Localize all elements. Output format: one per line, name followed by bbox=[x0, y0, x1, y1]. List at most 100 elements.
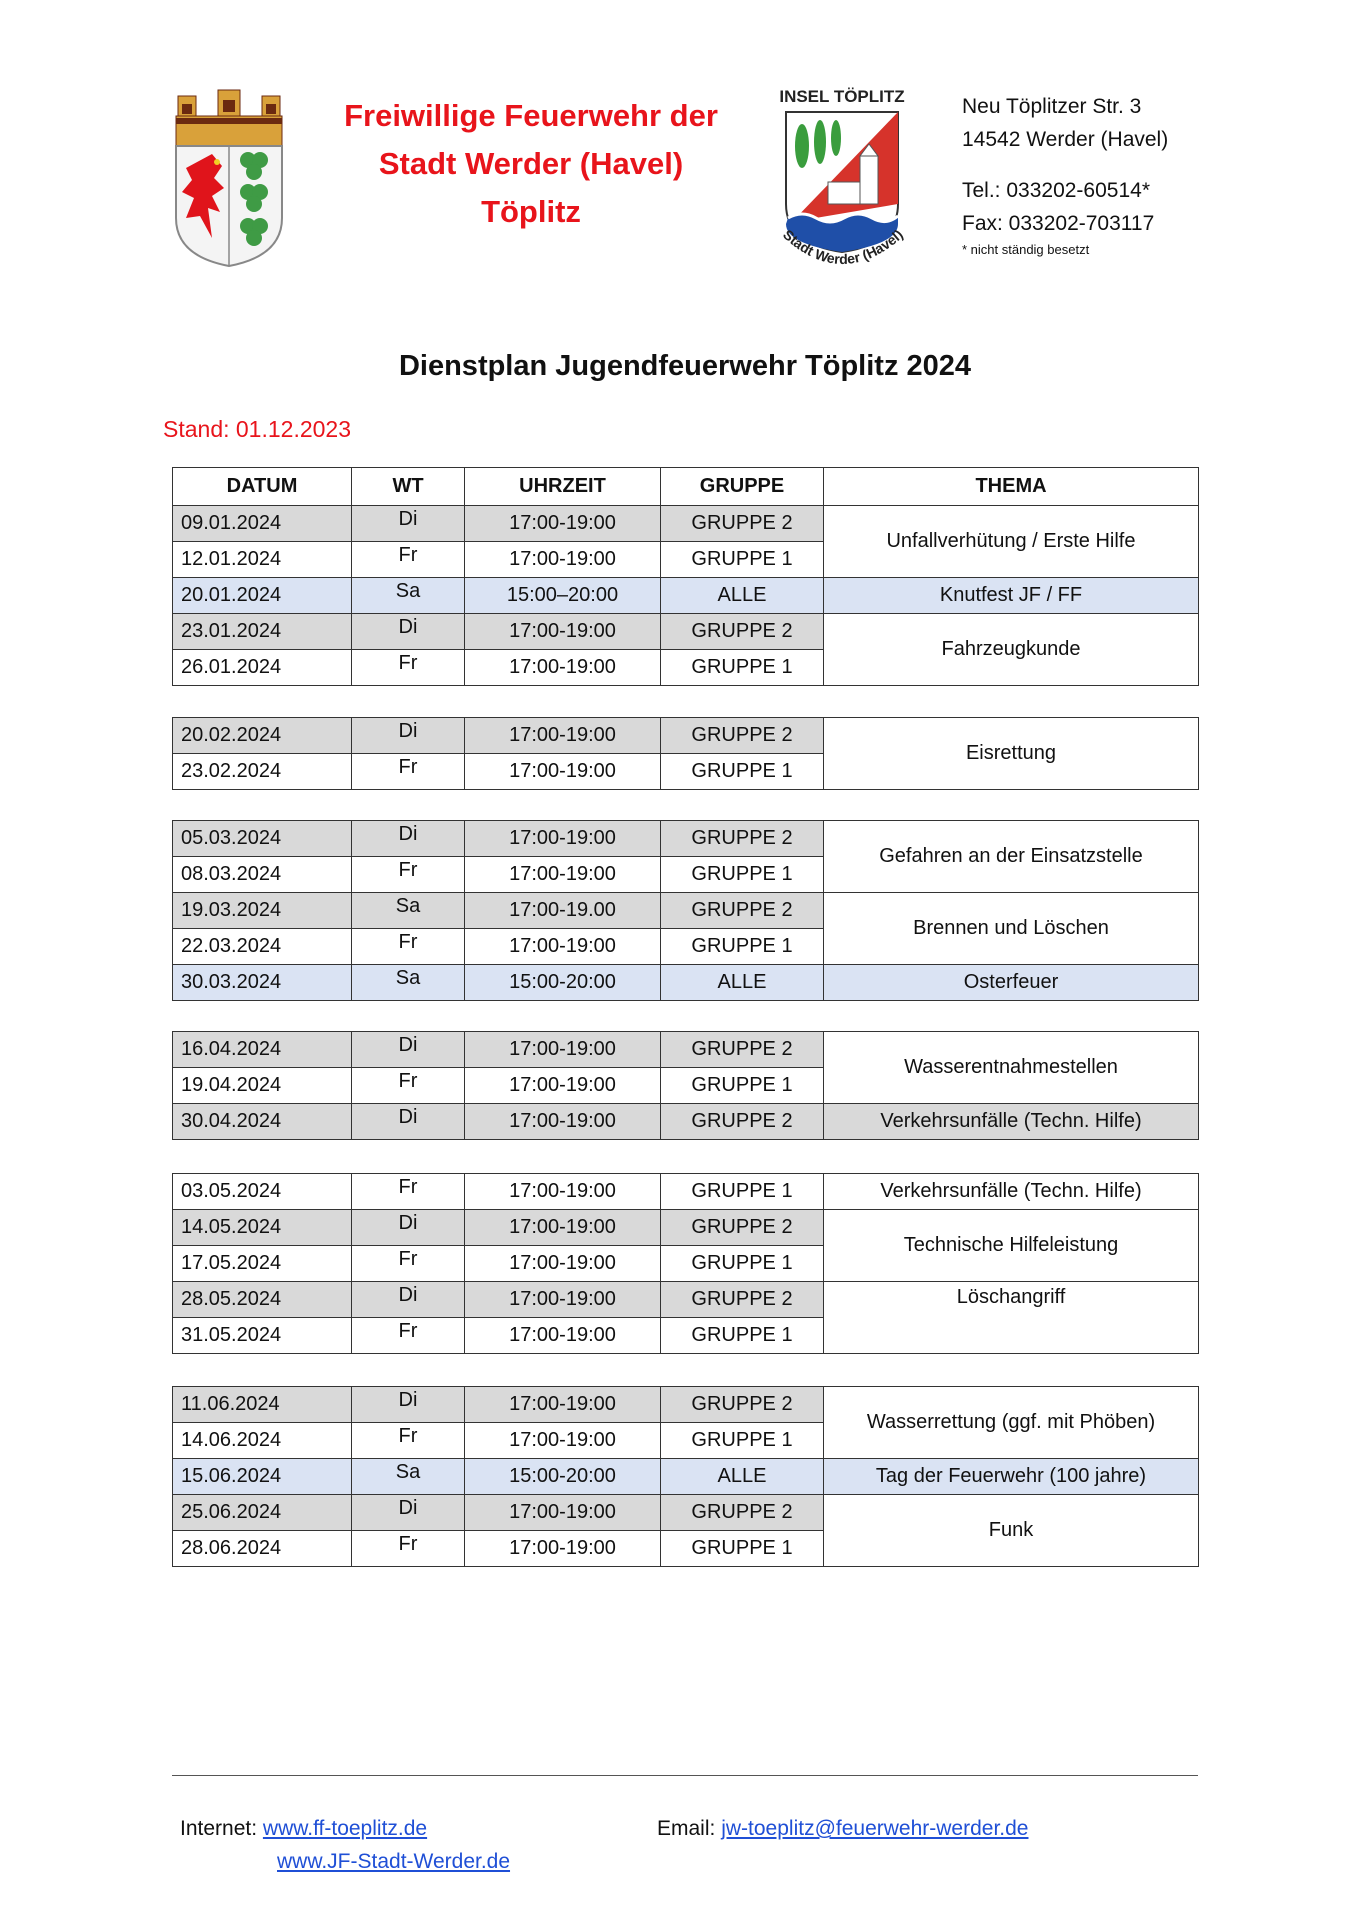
cell-topic: Funk bbox=[823, 1494, 1199, 1567]
cell-weekday: Sa bbox=[351, 1458, 465, 1495]
cell-topic: Knutfest JF / FF bbox=[823, 577, 1199, 614]
cell-group: GRUPPE 2 bbox=[660, 717, 824, 754]
table-row: 11.06.2024 Di 17:00-19:00 GRUPPE 2 Wasserret… bbox=[172, 1386, 1199, 1459]
cell-datum: 20.01.2024 bbox=[172, 577, 352, 614]
table-row: 20.01.2024 Sa 15:00–20:00 ALLE Knutfest JF /… bbox=[172, 577, 1199, 614]
cell-group: GRUPPE 1 bbox=[660, 1245, 824, 1282]
fax-number: Fax: 033202-703117 bbox=[962, 212, 1155, 235]
cell-group: GRUPPE 2 bbox=[660, 1281, 824, 1318]
cell-topic: Löschangriff bbox=[823, 1281, 1199, 1354]
cell-time: 17:00-19:00 bbox=[464, 1281, 661, 1318]
cell-weekday: Di bbox=[351, 613, 465, 650]
schedule-section: 11.06.2024 Di 17:00-19:00 GRUPPE 2 Wasserret… bbox=[172, 1386, 1199, 1567]
website-link[interactable]: www.ff-toeplitz.de bbox=[262, 1817, 428, 1840]
cell-group: GRUPPE 2 bbox=[660, 613, 824, 650]
cell-weekday: Di bbox=[351, 1103, 465, 1140]
cell-topic: Verkehrsunfälle (Techn. Hilfe) bbox=[823, 1173, 1199, 1210]
cell-weekday: Fr bbox=[351, 1317, 465, 1354]
website-link-2[interactable]: www.JF-Stadt-Werder.de bbox=[277, 1850, 511, 1873]
schedule-section: 03.05.2024 Fr 17:00-19:00 GRUPPE 1 Verkehrsu… bbox=[172, 1173, 1199, 1354]
cell-time: 17:00-19:00 bbox=[464, 1494, 661, 1531]
footer-divider bbox=[172, 1775, 1198, 1776]
table-row: 25.06.2024 Di 17:00-19:00 GRUPPE 2 Funk bbox=[172, 1494, 1199, 1567]
cell-weekday: Fr bbox=[351, 1173, 465, 1210]
cell-datum: 25.06.2024 bbox=[172, 1494, 352, 1531]
email-link[interactable]: jw-toeplitz@feuerwehr-werder.de bbox=[721, 1817, 1029, 1840]
cell-weekday: Di bbox=[351, 1386, 465, 1423]
table-row: 20.02.2024 Di 17:00-19:00 GRUPPE 2 Eisrettun… bbox=[172, 717, 1199, 790]
footer-internet: Internet: www.ff-toeplitz.de bbox=[180, 1817, 427, 1841]
cell-datum: 12.01.2024 bbox=[172, 541, 352, 578]
cell-weekday: Sa bbox=[351, 964, 465, 1001]
cell-group: GRUPPE 1 bbox=[660, 1173, 824, 1210]
cell-time: 17:00-19:00 bbox=[464, 753, 661, 790]
cell-datum: 31.05.2024 bbox=[172, 1317, 352, 1354]
cell-time: 15:00–20:00 bbox=[464, 577, 661, 614]
cell-datum: 19.03.2024 bbox=[172, 892, 352, 929]
header-row: DATUM WT UHRZEIT GRUPPE THEMA bbox=[172, 467, 1199, 506]
table-row: 28.05.2024 Di 17:00-19:00 GRUPPE 2 Löschangr… bbox=[172, 1281, 1199, 1354]
cell-time: 17:00-19:00 bbox=[464, 1031, 661, 1068]
cell-weekday: Di bbox=[351, 1494, 465, 1531]
cell-time: 17:00-19:00 bbox=[464, 1209, 661, 1246]
insel-toeplitz-logo: INSEL TÖPLITZ Stadt Werder (Havel) bbox=[779, 87, 906, 267]
schedule-section: 05.03.2024 Di 17:00-19:00 GRUPPE 2 Gefahren … bbox=[172, 820, 1199, 1001]
org-line: Stadt Werder (Havel) bbox=[378, 146, 684, 181]
cell-topic: Unfallverhütung / Erste Hilfe bbox=[823, 505, 1199, 578]
cell-group: GRUPPE 1 bbox=[660, 753, 824, 790]
phone-note: * nicht ständig besetzt bbox=[962, 242, 1090, 257]
svg-text:INSEL TÖPLITZ: INSEL TÖPLITZ bbox=[779, 87, 904, 106]
table-row: 19.03.2024 Sa 17:00-19.00 GRUPPE 2 Brennen u… bbox=[172, 892, 1199, 965]
table-row: 23.01.2024 Di 17:00-19:00 GRUPPE 2 Fahrzeugk… bbox=[172, 613, 1199, 686]
cell-time: 17:00-19:00 bbox=[464, 820, 661, 857]
cell-weekday: Di bbox=[351, 1281, 465, 1318]
column-header: UHRZEIT bbox=[464, 467, 661, 506]
table-row: 15.06.2024 Sa 15:00-20:00 ALLE Tag der Feuer… bbox=[172, 1458, 1199, 1495]
org-line: Freiwillige Feuerwehr der bbox=[344, 98, 718, 133]
cell-time: 17:00-19:00 bbox=[464, 505, 661, 542]
cell-group: ALLE bbox=[660, 964, 824, 1001]
cell-datum: 30.03.2024 bbox=[172, 964, 352, 1001]
cell-datum: 23.02.2024 bbox=[172, 753, 352, 790]
cell-weekday: Fr bbox=[351, 1067, 465, 1104]
werder-coat-of-arms-logo bbox=[175, 89, 283, 268]
cell-time: 17:00-19:00 bbox=[464, 613, 661, 650]
table-row: 28.06.2024 Fr 17:00-19:00 GRUPPE 1 bbox=[172, 1530, 1199, 1567]
cell-group: GRUPPE 1 bbox=[660, 1422, 824, 1459]
cell-weekday: Fr bbox=[351, 649, 465, 686]
cell-topic: Verkehrsunfälle (Techn. Hilfe) bbox=[823, 1103, 1199, 1140]
org-line: Töplitz bbox=[481, 194, 581, 229]
schedule-section: DATUM WT UHRZEIT GRUPPE THEMA 09.01.2024 Di 17:… bbox=[172, 467, 1199, 686]
cell-time: 17:00-19:00 bbox=[464, 717, 661, 754]
cell-time: 17:00-19:00 bbox=[464, 1245, 661, 1282]
cell-time: 17:00-19:00 bbox=[464, 649, 661, 686]
address-block: Neu Töplitzer Str. 3 14542 Werder (Havel… bbox=[962, 90, 1168, 260]
footer-email: Email: jw-toeplitz@feuerwehr-werder.de bbox=[657, 1817, 1028, 1841]
cell-group: GRUPPE 1 bbox=[660, 928, 824, 965]
cell-time: 17:00-19:00 bbox=[464, 928, 661, 965]
cell-topic: Osterfeuer bbox=[823, 964, 1199, 1001]
table-row: 26.01.2024 Fr 17:00-19:00 GRUPPE 1 bbox=[172, 649, 1199, 686]
cell-datum: 05.03.2024 bbox=[172, 820, 352, 857]
cell-time: 15:00-20:00 bbox=[464, 1458, 661, 1495]
cell-group: GRUPPE 1 bbox=[660, 1530, 824, 1567]
cell-datum: 28.05.2024 bbox=[172, 1281, 352, 1318]
internet-label: Internet: bbox=[180, 1817, 258, 1840]
cell-group: GRUPPE 1 bbox=[660, 1317, 824, 1354]
table-row: 08.03.2024 Fr 17:00-19:00 GRUPPE 1 bbox=[172, 856, 1199, 893]
column-header: WT bbox=[351, 467, 465, 506]
cell-weekday: Sa bbox=[351, 892, 465, 929]
cell-group: GRUPPE 2 bbox=[660, 1494, 824, 1531]
schedule-section: 20.02.2024 Di 17:00-19:00 GRUPPE 2 Eisrettun… bbox=[172, 717, 1199, 790]
organization-name: Freiwillige Feuerwehr der Stadt Werder (… bbox=[300, 92, 762, 236]
cell-weekday: Fr bbox=[351, 1530, 465, 1567]
column-header: DATUM bbox=[172, 467, 352, 506]
cell-weekday: Sa bbox=[351, 577, 465, 614]
column-header: GRUPPE bbox=[660, 467, 824, 506]
cell-topic: Eisrettung bbox=[823, 717, 1199, 790]
cell-weekday: Fr bbox=[351, 928, 465, 965]
cell-weekday: Di bbox=[351, 1031, 465, 1068]
cell-weekday: Di bbox=[351, 505, 465, 542]
cell-weekday: Fr bbox=[351, 1422, 465, 1459]
cell-group: GRUPPE 2 bbox=[660, 505, 824, 542]
